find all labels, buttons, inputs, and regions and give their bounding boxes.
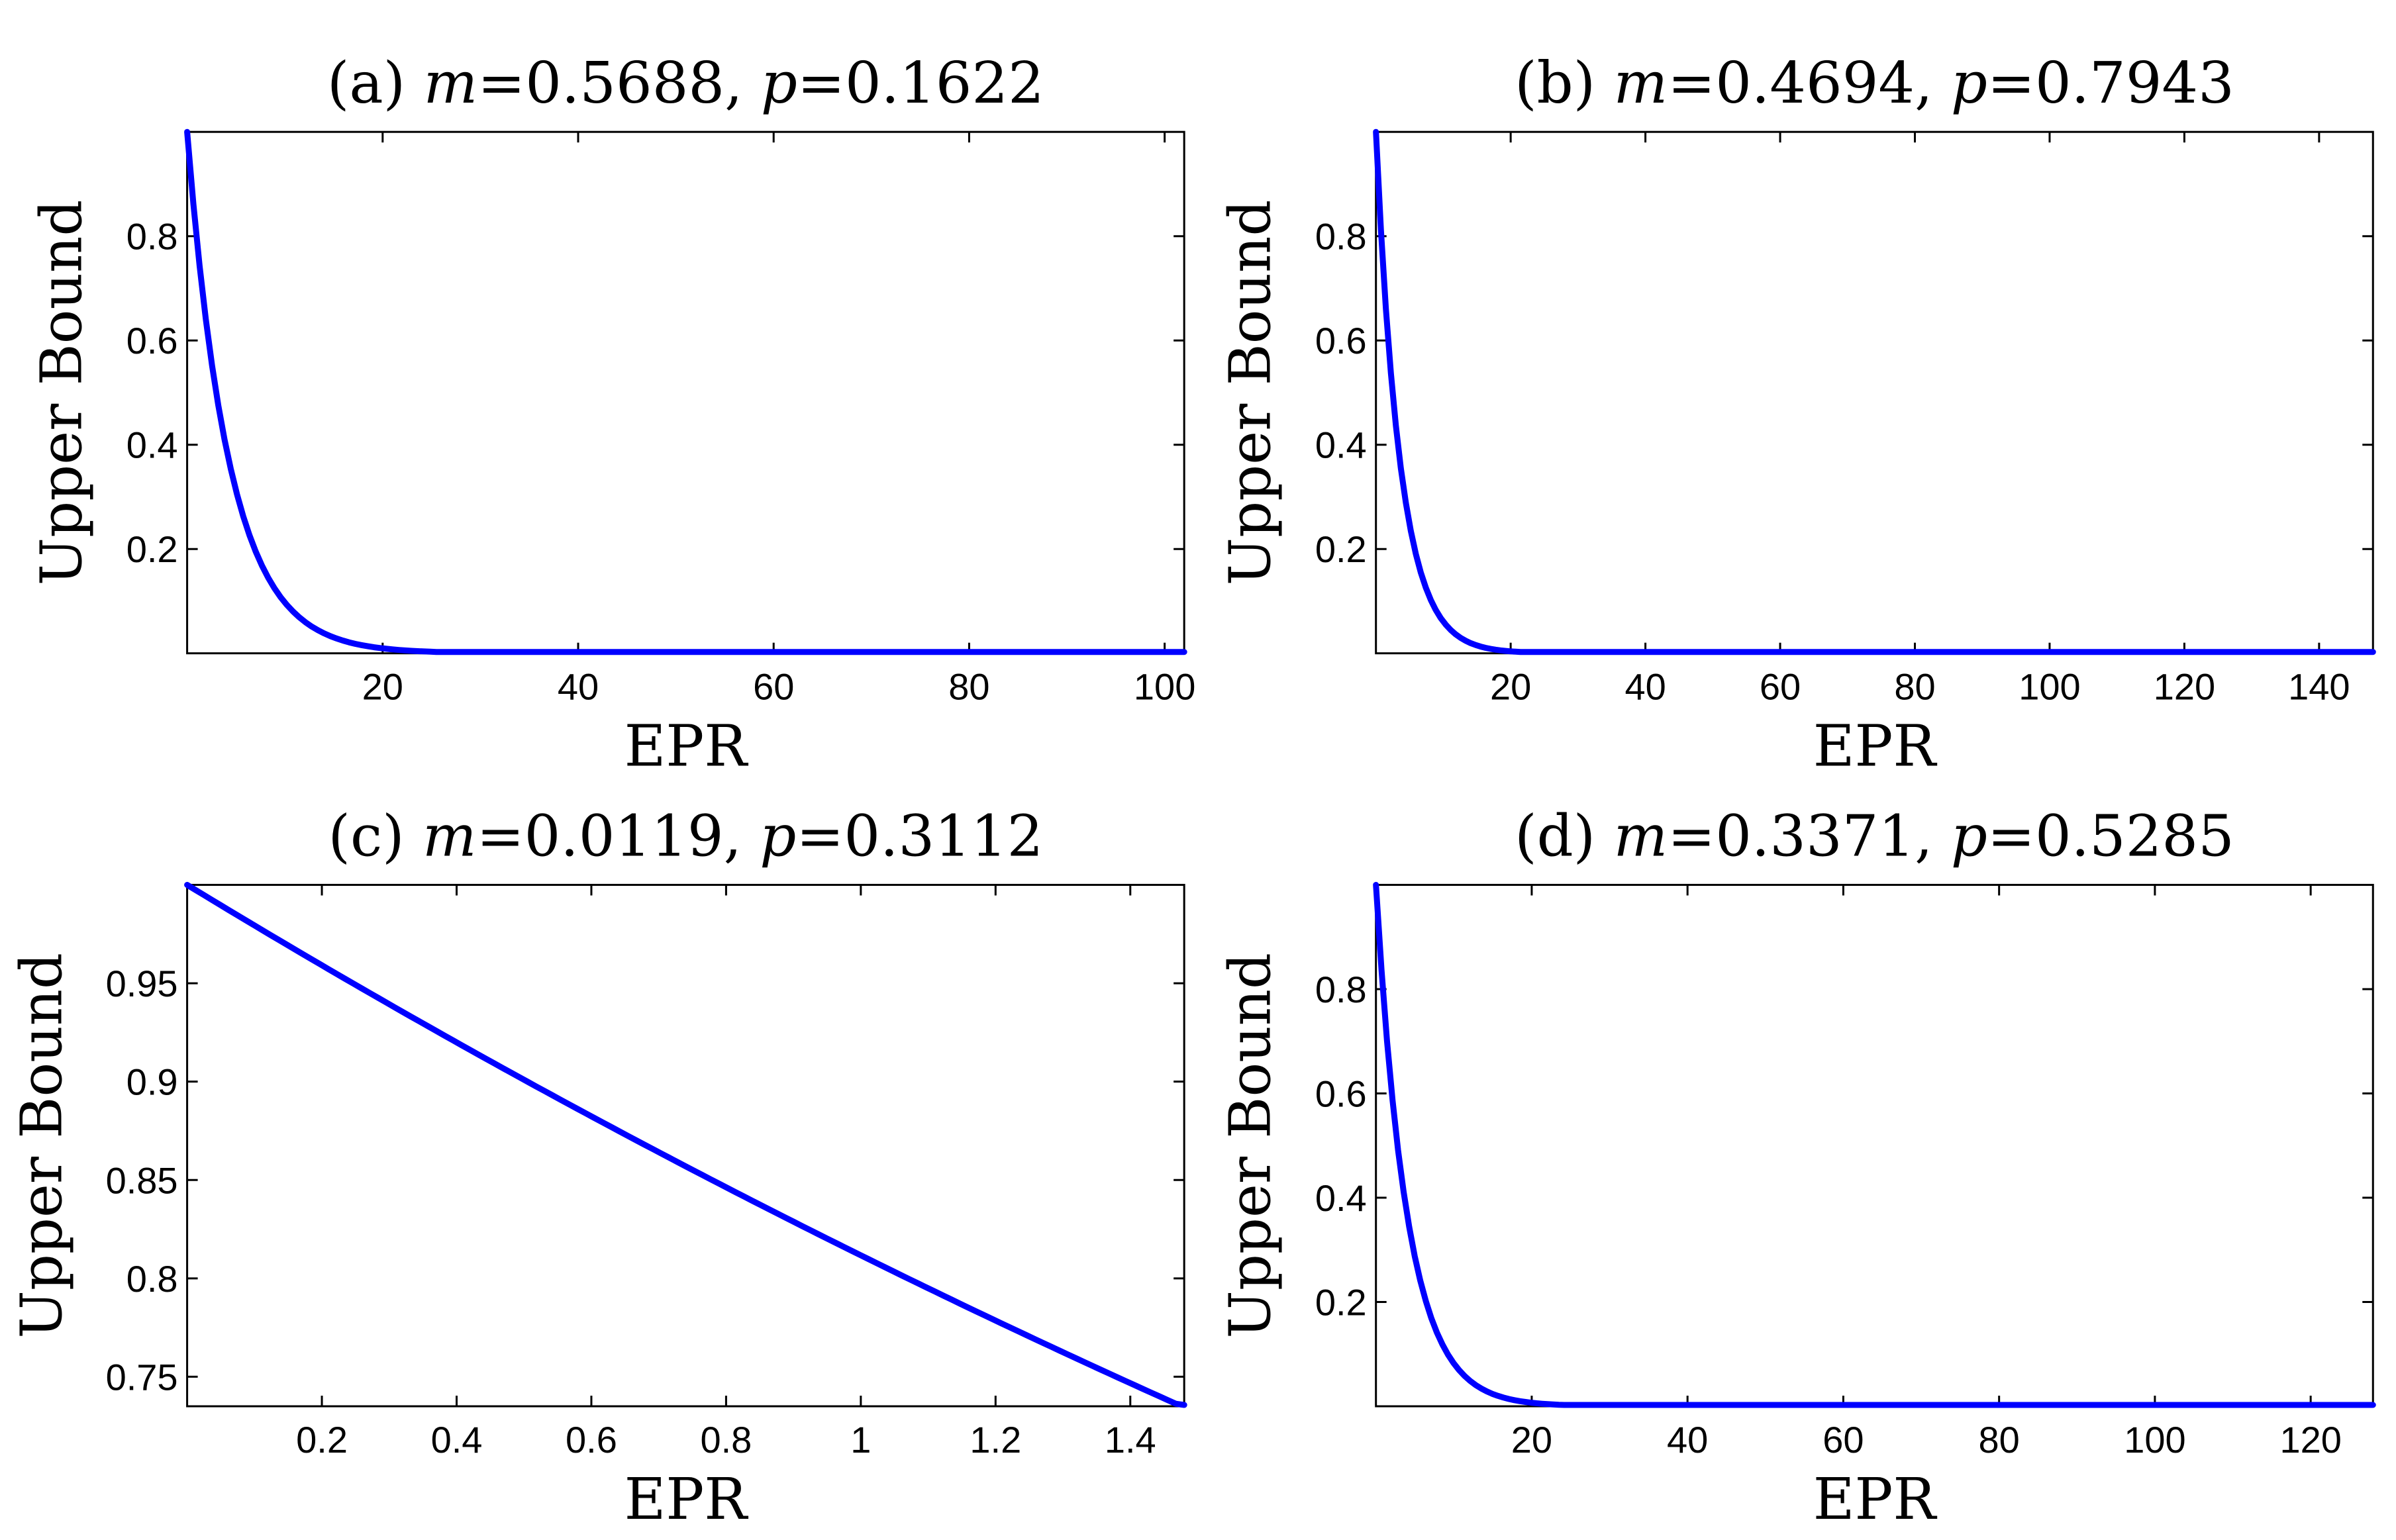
x-tick-label: 0.6 — [566, 1419, 617, 1461]
x-tick-label: 120 — [2154, 666, 2215, 708]
y-tick-label: 0.4 — [126, 424, 178, 466]
panel-b: (b) m=0.4694, p=0.7943 20 40 60 80 100 120 140 0… — [1218, 50, 2376, 780]
m-value: 0.5688 — [525, 50, 724, 117]
plot-frame — [1375, 130, 2374, 655]
panel-d: (d) m=0.3371, p=0.5285 20 40 60 80 100 120 0.2 0… — [1218, 803, 2376, 1533]
x-axis-label: EPR — [1813, 1467, 1938, 1533]
x-tick-label: 20 — [1511, 1419, 1552, 1461]
x-tick-label: 60 — [753, 666, 794, 708]
m-value: 0.0119 — [524, 803, 724, 869]
m-value: 0.4694 — [1715, 50, 1915, 117]
plot-frame — [186, 130, 1185, 655]
x-axis-label: EPR — [1813, 714, 1938, 780]
x-tick-label: 40 — [1667, 1419, 1708, 1461]
y-tick-label: 0.6 — [1315, 320, 1367, 361]
p-value: 0.7943 — [2035, 50, 2234, 117]
x-tick-label: 140 — [2288, 666, 2350, 708]
y-tick-label: 0.4 — [1315, 1177, 1367, 1219]
panel-label: (c) — [328, 803, 423, 869]
panel-title: (c) m=0.0119, p=0.3112 — [328, 803, 1043, 869]
series-line-upper-bound — [184, 128, 1187, 655]
p-value: 0.3112 — [844, 803, 1043, 869]
y-axis-label: Upper Bound — [29, 200, 95, 586]
x-tick-label: 120 — [2279, 1419, 2341, 1461]
p-value: 0.5285 — [2035, 803, 2234, 869]
x-tick-label: 0.4 — [431, 1419, 483, 1461]
series-line-upper-bound — [184, 882, 1187, 1408]
x-axis-label: EPR — [624, 1467, 749, 1533]
x-tick-label: 100 — [2019, 666, 2080, 708]
m-value: 0.3371 — [1715, 803, 1915, 869]
p-value: 0.1622 — [845, 50, 1044, 117]
x-tick-label: 40 — [558, 666, 599, 708]
panel-label: (a) — [327, 50, 424, 117]
y-axis-label: Upper Bound — [1218, 200, 1284, 586]
x-tick-label: 1 — [850, 1419, 871, 1461]
y-tick-label: 0.2 — [1315, 1282, 1367, 1323]
panel-label: (b) — [1515, 50, 1614, 117]
x-tick-label: 40 — [1624, 666, 1666, 708]
y-tick-label: 0.8 — [126, 216, 178, 258]
plot-frame — [1375, 883, 2374, 1408]
x-tick-label: 20 — [362, 666, 403, 708]
x-tick-label: 100 — [2124, 1419, 2185, 1461]
panel-title: (d) m=0.3371, p=0.5285 — [1515, 803, 2234, 869]
panel-c: (c) m=0.0119, p=0.3112 0.2 0.4 0.6 0.8 1 1.2 1.… — [9, 803, 1187, 1533]
y-tick-label: 0.8 — [126, 1258, 178, 1300]
y-tick-label: 0.6 — [1315, 1073, 1367, 1114]
x-tick-label: 60 — [1822, 1419, 1864, 1461]
y-tick-label: 0.85 — [106, 1159, 178, 1201]
panel-label: (d) — [1515, 803, 1614, 869]
x-tick-label: 80 — [1894, 666, 1935, 708]
y-tick-label: 0.2 — [1315, 528, 1367, 570]
x-tick-label: 60 — [1760, 666, 1801, 708]
y-tick-label: 0.95 — [106, 963, 178, 1004]
y-tick-label: 0.75 — [106, 1356, 178, 1398]
x-tick-label: 80 — [948, 666, 989, 708]
series-line-upper-bound — [1373, 882, 2376, 1408]
panel-title: (a) m=0.5688, p=0.1622 — [327, 50, 1044, 117]
x-tick-label: 100 — [1134, 666, 1195, 708]
panel-title: (b) m=0.4694, p=0.7943 — [1515, 50, 2234, 117]
y-axis-label: Upper Bound — [1218, 953, 1284, 1339]
x-tick-label: 20 — [1490, 666, 1531, 708]
panel-a: (a) m=0.5688, p=0.1622 20 40 60 80 100 0.2 0.4 0… — [29, 50, 1196, 780]
y-tick-label: 0.6 — [126, 320, 178, 361]
y-axis-label: Upper Bound — [9, 953, 75, 1339]
plot-frame — [186, 883, 1185, 1408]
x-tick-label: 0.8 — [700, 1419, 752, 1461]
y-tick-label: 0.8 — [1315, 216, 1367, 258]
y-tick-label: 0.9 — [126, 1061, 178, 1103]
y-tick-label: 0.2 — [126, 528, 178, 570]
x-tick-label: 1.4 — [1105, 1419, 1156, 1461]
x-tick-label: 1.2 — [970, 1419, 1021, 1461]
x-tick-label: 0.2 — [296, 1419, 348, 1461]
x-axis-label: EPR — [624, 714, 749, 780]
y-tick-label: 0.8 — [1315, 969, 1367, 1010]
y-tick-label: 0.4 — [1315, 424, 1367, 466]
x-tick-label: 80 — [1979, 1419, 2020, 1461]
series-line-upper-bound — [1373, 128, 2376, 655]
